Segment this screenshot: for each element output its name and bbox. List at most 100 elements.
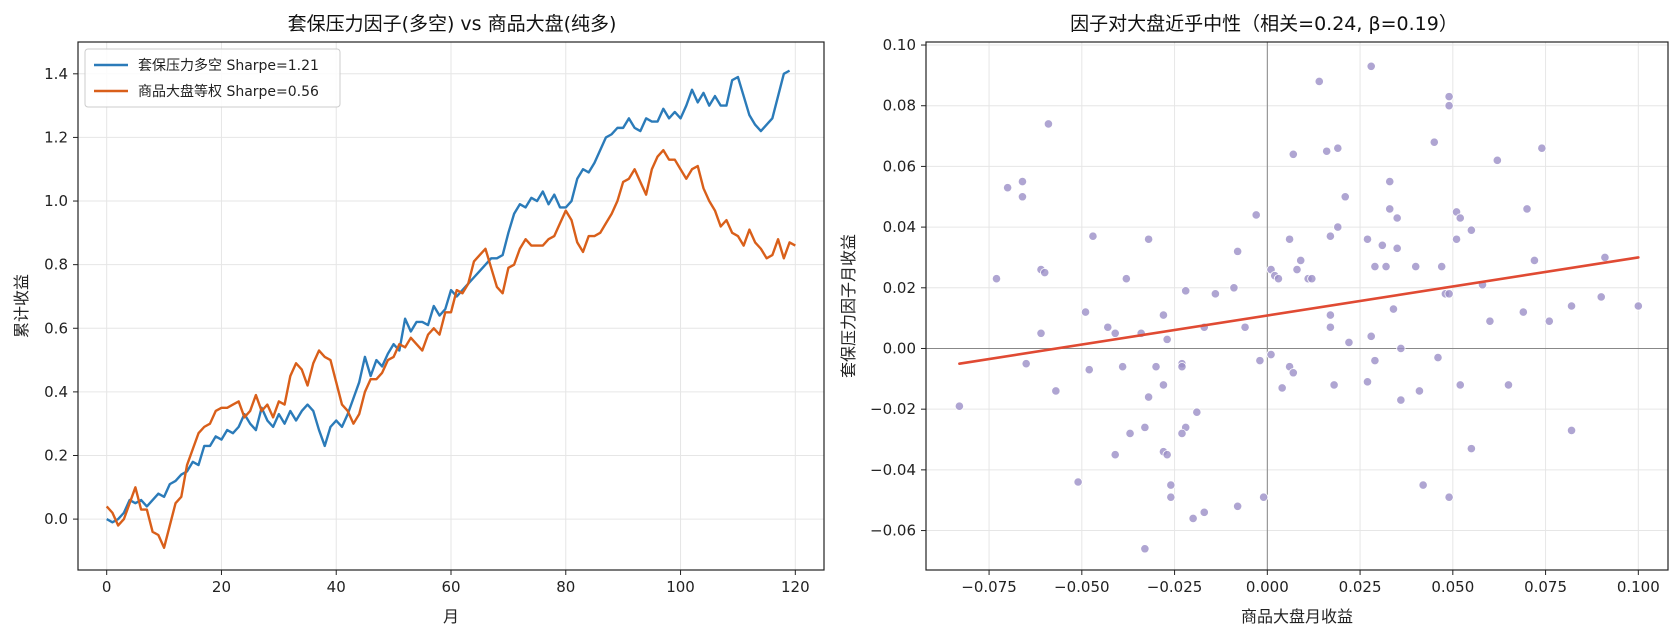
- scatter-point: [1385, 204, 1395, 214]
- x-tick-label: 40: [327, 578, 346, 596]
- scatter-point: [1529, 255, 1540, 266]
- scatter-point: [1325, 310, 1335, 320]
- x-tick-label: 0: [102, 578, 112, 596]
- scatter-point: [1411, 261, 1421, 272]
- scatter-point: [1429, 137, 1439, 147]
- scatter-point: [1021, 359, 1031, 369]
- scatter-point: [1307, 274, 1317, 284]
- scatter-point: [1251, 210, 1261, 220]
- scatter-point: [1455, 380, 1465, 390]
- left-y-axis-label: 累计收益: [12, 274, 31, 338]
- scatter-point: [1017, 176, 1028, 187]
- scatter-point: [1503, 380, 1514, 390]
- scatter-point: [1110, 328, 1120, 338]
- scatter-point: [1084, 365, 1094, 375]
- scatter-point: [1080, 307, 1091, 317]
- y-tick-label: 0.2: [44, 446, 68, 464]
- scatter-point: [1125, 428, 1135, 439]
- scatter-point: [1566, 425, 1577, 436]
- scatter-point: [1166, 492, 1176, 502]
- scatter-point: [1051, 386, 1061, 396]
- scatter-point: [1166, 480, 1176, 490]
- scatter-point: [1444, 101, 1454, 111]
- x-tick-label: 60: [441, 578, 460, 596]
- scatter-point: [1229, 283, 1239, 293]
- x-tick-label: 0.000: [1246, 578, 1289, 596]
- x-tick-label: −0.050: [1054, 578, 1110, 596]
- scatter-point: [1333, 143, 1343, 153]
- scatter-point: [1596, 292, 1606, 302]
- y-tick-label: 0.6: [44, 319, 68, 337]
- scatter-point: [1158, 310, 1169, 320]
- left-legend: 套保压力多空 Sharpe=1.21 商品大盘等权 Sharpe=0.56: [84, 48, 341, 108]
- scatter-point: [1485, 316, 1495, 326]
- scatter-point: [1437, 261, 1447, 272]
- scatter-point: [1385, 176, 1395, 187]
- scatter-point: [1322, 146, 1332, 156]
- x-tick-label: 0.100: [1617, 578, 1660, 596]
- x-tick-label: 80: [556, 578, 575, 596]
- scatter-point: [1566, 301, 1577, 311]
- cumulative-return-panel: 套保压力因子(多空) vs 商品大盘(纯多) 0 20 40 60 80 100 120 0.…: [12, 13, 825, 626]
- x-tick-label: 120: [781, 578, 810, 596]
- scatter-point: [1188, 513, 1198, 524]
- y-tick-label: −0.02: [870, 400, 916, 418]
- scatter-point: [1144, 392, 1154, 402]
- zero-reference-lines: [926, 42, 1668, 570]
- scatter-point: [1288, 149, 1298, 159]
- scatter-point: [1181, 286, 1191, 296]
- scatter-point: [1277, 383, 1287, 393]
- scatter-point: [1036, 328, 1046, 338]
- scatter-point: [1118, 362, 1128, 372]
- left-series-lines: [105, 69, 796, 549]
- scatter-point: [1325, 231, 1335, 241]
- left-gridlines: [78, 42, 824, 570]
- scatter-point: [1199, 507, 1209, 517]
- scatter-point: [1177, 428, 1187, 439]
- scatter-point: [1273, 274, 1284, 284]
- y-tick-label: 1.4: [44, 65, 68, 83]
- scatter-point: [1466, 444, 1476, 454]
- y-tick-label: 0.4: [44, 383, 68, 401]
- scatter-point: [1140, 422, 1150, 432]
- scatter-point: [1266, 349, 1276, 360]
- right-gridlines: [926, 42, 1668, 570]
- scatter-point: [1377, 240, 1387, 250]
- market-series-line: [105, 148, 796, 549]
- scatter-point: [1455, 213, 1465, 223]
- scatter-point: [1192, 407, 1202, 417]
- scatter-point: [1110, 450, 1120, 460]
- scatter-point: [1544, 316, 1554, 326]
- scatter-point: [1325, 322, 1335, 332]
- y-tick-label: 0.10: [883, 36, 916, 54]
- x-tick-label: 100: [666, 578, 695, 596]
- scatter-point: [1314, 76, 1324, 87]
- scatter-point: [1329, 380, 1339, 390]
- scatter-point: [1522, 204, 1532, 214]
- x-tick-label: 0.025: [1339, 578, 1382, 596]
- scatter-point: [1162, 334, 1172, 344]
- x-tick-label: 0.050: [1431, 578, 1474, 596]
- legend-label-market: 商品大盘等权 Sharpe=0.56: [138, 83, 319, 100]
- scatter-point: [1392, 243, 1402, 253]
- scatter-point: [1043, 119, 1054, 129]
- scatter-point: [1088, 231, 1098, 241]
- scatter-point: [1140, 544, 1150, 554]
- scatter-point: [1210, 289, 1220, 299]
- y-tick-label: 0.08: [883, 97, 916, 115]
- y-tick-label: 1.2: [44, 128, 68, 146]
- left-x-axis-label: 月: [443, 607, 459, 626]
- scatter-point: [1444, 289, 1454, 299]
- scatter-point: [1388, 304, 1399, 314]
- scatter-point: [1451, 234, 1462, 244]
- scatter-point: [1444, 92, 1454, 102]
- y-tick-label: 0.04: [883, 218, 916, 236]
- scatter-panel: 因子对大盘近乎中性（相关=0.24, β=0.19） −0.075 −0.050−…: [839, 13, 1669, 626]
- scatter-point: [1040, 268, 1050, 278]
- scatter-point: [954, 401, 964, 411]
- scatter-point: [1158, 380, 1169, 390]
- scatter-point: [1414, 386, 1425, 396]
- right-plot-frame: [925, 41, 1669, 571]
- right-tick-labels: −0.075 −0.050 −0.025 0.000 0.025 0.050 0.075 0.…: [870, 36, 1660, 596]
- scatter-point: [1103, 322, 1113, 332]
